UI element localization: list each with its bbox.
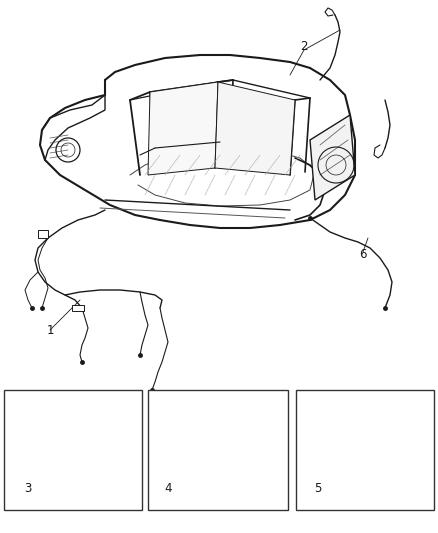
Bar — [72, 305, 84, 311]
Polygon shape — [415, 428, 422, 440]
Polygon shape — [215, 82, 295, 175]
Polygon shape — [162, 403, 267, 477]
Polygon shape — [115, 440, 128, 450]
Text: 6: 6 — [359, 248, 367, 262]
Polygon shape — [310, 115, 355, 200]
Text: 3: 3 — [25, 481, 32, 495]
Polygon shape — [180, 403, 210, 423]
Text: 5: 5 — [314, 481, 321, 495]
Text: 4: 4 — [164, 481, 172, 495]
Text: 2: 2 — [300, 39, 308, 52]
Bar — [38, 230, 48, 238]
Polygon shape — [148, 82, 218, 175]
Polygon shape — [18, 405, 50, 430]
Polygon shape — [16, 405, 128, 467]
Polygon shape — [308, 410, 342, 438]
Bar — [296, 390, 434, 510]
Text: 1: 1 — [46, 324, 54, 336]
Bar — [4, 390, 142, 510]
Bar — [148, 390, 288, 510]
Polygon shape — [306, 410, 422, 462]
